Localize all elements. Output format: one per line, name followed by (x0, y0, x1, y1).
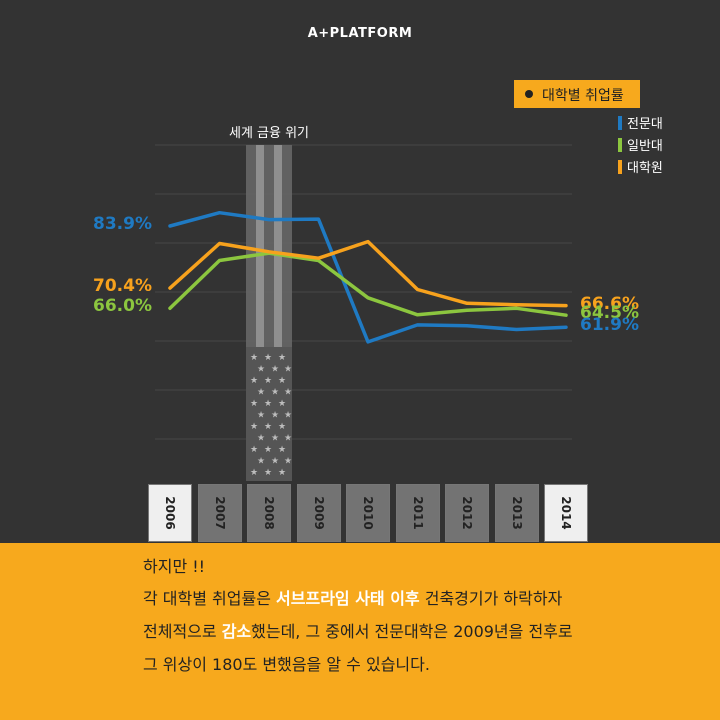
legend-item-university: 일반대 (618, 135, 663, 154)
star-icon: ★ (264, 376, 272, 386)
legend-label: 대학원 (627, 161, 663, 176)
description-line-3: 전체적으로 감소했는데, 그 중에서 전문대학은 2009년을 전후로 (143, 618, 573, 642)
year-cell-2012: 2012 (445, 484, 489, 542)
star-icon: ★ (257, 365, 265, 375)
description-panel: 하지만 !! 각 대학별 취업률은 서브프라임 사태 이후 건축경기가 하락하자… (0, 543, 720, 720)
star-icon: ★ (264, 468, 272, 478)
year-tick-label: 2009 (311, 496, 326, 530)
star-icon: ★ (278, 422, 286, 432)
text-span: 전체적으로 (143, 622, 222, 641)
star-icon: ★ (250, 445, 258, 455)
year-cell-2010: 2010 (346, 484, 390, 542)
highlight-subprime: 서브프라임 사태 이후 (276, 589, 420, 608)
legend-swatch (618, 160, 622, 174)
value-label: 64.5% (580, 303, 639, 324)
value-label: 66.0% (93, 296, 152, 317)
year-tick-label: 2012 (460, 496, 474, 530)
legend-swatch (618, 116, 622, 130)
star-icon: ★ (250, 353, 258, 363)
star-icon: ★ (271, 457, 279, 467)
star-icon: ★ (257, 457, 265, 467)
crisis-annotation: 세계 금융 위기 (228, 126, 310, 141)
star-icon: ★ (257, 388, 265, 398)
year-tick-label: 2011 (410, 496, 425, 530)
year-tick-label: 2014 (559, 496, 573, 530)
description-line-1: 하지만 !! (143, 557, 206, 576)
value-label: 61.9% (580, 315, 639, 336)
year-tick-label: 2006 (163, 496, 177, 530)
legend-title-tag: 대학별 취업률 (514, 80, 640, 108)
year-cell-2008: 2008 (247, 484, 291, 542)
year-tick-label: 2008 (262, 496, 276, 530)
star-icon: ★ (264, 422, 272, 432)
series-line-전문대 (168, 210, 568, 344)
year-tick-label: 2013 (509, 496, 524, 530)
year-cell-2013: 2013 (494, 484, 539, 542)
legend-item-graduate-school: 대학원 (618, 157, 663, 176)
legend-swatch (618, 138, 622, 152)
chart-series (168, 210, 568, 344)
text-span: 각 대학별 취업률은 (143, 589, 277, 608)
star-icon: ★ (278, 399, 286, 409)
star-icon: ★ (264, 399, 272, 409)
star-icon: ★ (264, 353, 272, 363)
bullet-dot-icon (525, 90, 533, 98)
year-cell-2009: 2009 (296, 484, 341, 542)
year-cell-2006: 2006 (148, 484, 192, 542)
star-icon: ★ (278, 445, 286, 455)
legend-label: 전문대 (627, 117, 663, 132)
star-icon: ★ (284, 365, 292, 375)
text-span: 건축경기가 하락하자 (419, 589, 563, 608)
star-icon: ★ (250, 376, 258, 386)
star-icon: ★ (278, 353, 286, 363)
year-tick-label: 2010 (361, 496, 375, 530)
star-icon: ★ (250, 468, 258, 478)
year-tick-label: 2007 (212, 496, 227, 530)
value-label: 83.9% (93, 214, 152, 234)
star-icon: ★ (284, 411, 292, 421)
series-line-대학원 (168, 239, 568, 308)
star-icon: ★ (257, 411, 265, 421)
flag-stars-block (246, 347, 292, 481)
description-line-2: 각 대학별 취업률은 서브프라임 사태 이후 건축경기가 하락하자 (143, 585, 562, 609)
year-cell-2011: 2011 (395, 484, 440, 542)
star-icon: ★ (284, 388, 292, 398)
crisis-stripe (274, 145, 282, 347)
star-icon: ★ (271, 388, 279, 398)
legend-item-junior-college: 전문대 (618, 113, 663, 132)
star-icon: ★ (264, 445, 272, 455)
star-icon: ★ (284, 434, 292, 444)
chart-grid (155, 144, 572, 440)
crisis-marker: ★ ★ ★★ ★ ★★ ★ ★★ ★ ★★ ★ ★★ ★ ★★ ★ ★★ ★ ★★ ★ ★★ ★ ★★ ★ ★ (246, 145, 292, 481)
brand-logo: A+PLATFORM (307, 26, 413, 41)
crisis-stripe (256, 145, 264, 347)
year-cell-2014: 2014 (544, 484, 588, 542)
star-icon: ★ (284, 457, 292, 467)
legend-label: 일반대 (627, 139, 663, 154)
star-icon: ★ (271, 411, 279, 421)
star-icon: ★ (278, 376, 286, 386)
series-line-일반대 (168, 251, 568, 317)
text-span: 했는데, 그 중에서 전문대학은 2009년을 전후로 (251, 622, 573, 641)
star-icon: ★ (278, 468, 286, 478)
legend-title: 대학별 취업률 (542, 88, 624, 104)
crisis-band (246, 145, 292, 347)
year-cell-2007: 2007 (197, 484, 242, 542)
star-icon: ★ (250, 422, 258, 432)
star-icon: ★ (257, 434, 265, 444)
star-icon: ★ (250, 399, 258, 409)
year-axis: 2006 2007 2008 2009 2010 2011 2012 2013 2014 (148, 484, 588, 542)
description-line-4: 그 위상이 180도 변했음을 알 수 있습니다. (143, 655, 430, 674)
star-icon: ★ (271, 434, 279, 444)
value-label: 66.6% (580, 293, 639, 314)
star-icon: ★ (271, 365, 279, 375)
value-label: 70.4% (93, 276, 152, 297)
highlight-decrease: 감소 (221, 622, 252, 641)
